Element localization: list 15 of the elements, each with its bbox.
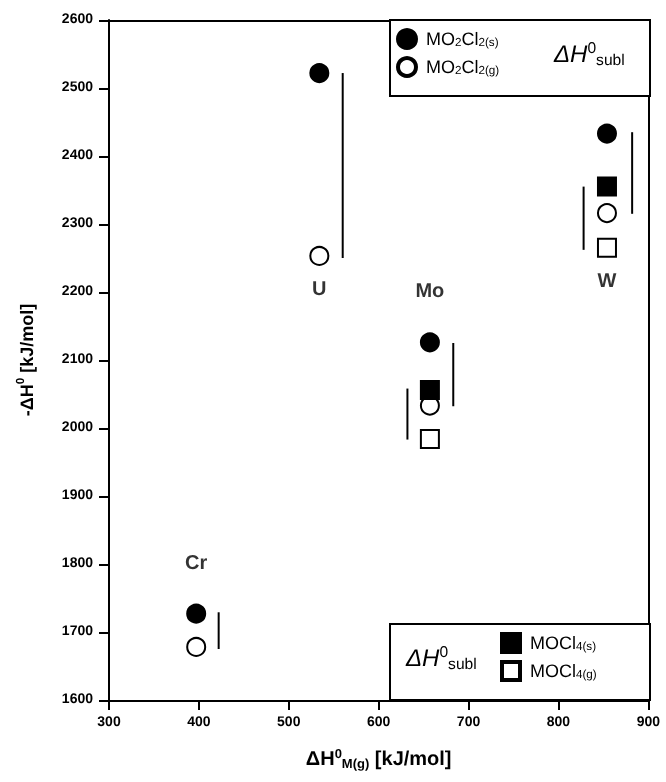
point xyxy=(309,245,330,266)
point xyxy=(186,603,207,624)
point xyxy=(186,636,207,657)
point xyxy=(596,176,617,197)
point xyxy=(419,379,440,400)
data-label: W xyxy=(597,270,618,293)
point xyxy=(596,203,617,224)
point xyxy=(309,63,330,84)
data-label: Mo xyxy=(415,281,445,304)
point xyxy=(419,428,440,449)
point xyxy=(419,332,440,353)
point xyxy=(596,237,617,258)
data-label: Cr xyxy=(185,552,208,575)
point xyxy=(596,123,617,144)
data-label: U xyxy=(312,278,327,301)
